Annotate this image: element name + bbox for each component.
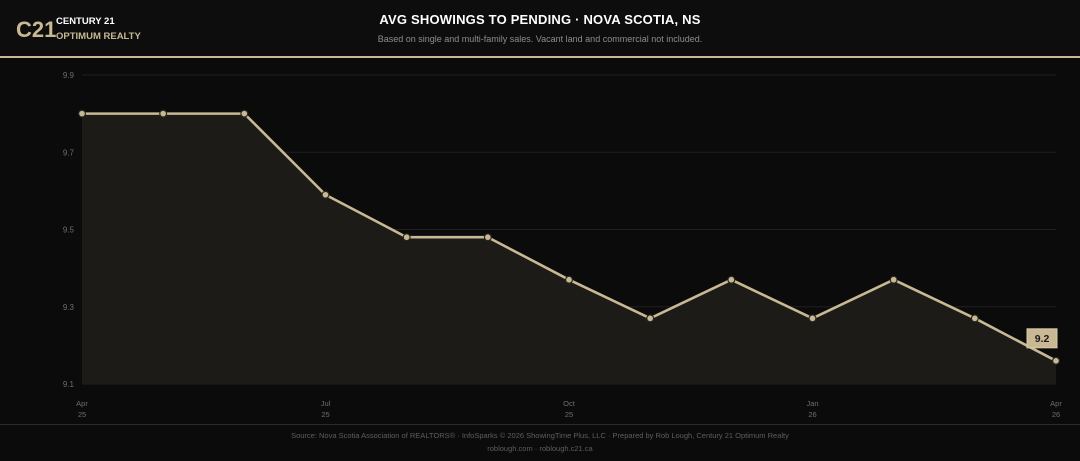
- footer: Source: Nova Scotia Association of REALT…: [0, 424, 1080, 461]
- brand-name: CENTURY 21: [56, 16, 115, 27]
- data-point: [889, 275, 898, 284]
- y-tick-label: 9.9: [63, 71, 75, 80]
- data-point: [727, 275, 736, 284]
- x-tick-year: 25: [321, 410, 329, 419]
- x-tick-year: 25: [565, 410, 573, 419]
- line-chart: 9.1 9.3 9.5 9.7 9.9 9.2 Apr 25 Jul 25 Oct 25 Jan 26 Ap…: [63, 71, 1062, 419]
- data-point: [483, 233, 492, 242]
- last-value-label: 9.2: [1035, 333, 1050, 345]
- logo-mark: C21: [16, 17, 57, 42]
- last-value-box: [1026, 328, 1058, 349]
- x-tick-label: Oct: [563, 399, 576, 408]
- data-point: [808, 314, 817, 323]
- x-tick-label: Apr: [76, 399, 88, 408]
- chart-title: AVG SHOWINGS TO PENDING · NOVA SCOTIA, N…: [379, 12, 701, 27]
- x-tick-label: Apr: [1050, 399, 1062, 408]
- chart-area: 9.1 9.3 9.5 9.7 9.9 9.2 Apr 25 Jul 25 Oct 25 Jan 26 Ap…: [0, 58, 1080, 423]
- x-tick-year: 25: [78, 410, 86, 419]
- data-point: [564, 275, 573, 284]
- data-point: [402, 233, 411, 242]
- data-point: [970, 314, 979, 323]
- footer-links[interactable]: roblough.com · roblough.c21.ca: [487, 444, 593, 453]
- x-tick-label: Jan: [806, 399, 818, 408]
- data-point: [1051, 356, 1060, 365]
- data-point: [321, 190, 330, 199]
- header: C21 CENTURY 21 OPTIMUM REALTY AVG SHOWIN…: [0, 0, 1080, 58]
- area-fill: [82, 113, 1056, 384]
- y-tick-label: 9.3: [63, 303, 75, 312]
- brand-subname: OPTIMUM REALTY: [56, 31, 141, 42]
- x-tick-year: 26: [808, 410, 816, 419]
- data-point: [240, 109, 249, 118]
- source-text: Source: Nova Scotia Association of REALT…: [291, 431, 789, 440]
- data-point: [77, 109, 86, 118]
- data-point: [646, 314, 655, 323]
- chart-subtitle: Based on single and multi-family sales. …: [377, 34, 703, 44]
- data-point: [159, 109, 168, 118]
- x-tick-label: Jul: [321, 399, 331, 408]
- y-tick-label: 9.7: [63, 148, 75, 157]
- y-tick-label: 9.1: [63, 380, 75, 389]
- y-tick-label: 9.5: [63, 226, 75, 235]
- x-tick-year: 26: [1052, 410, 1060, 419]
